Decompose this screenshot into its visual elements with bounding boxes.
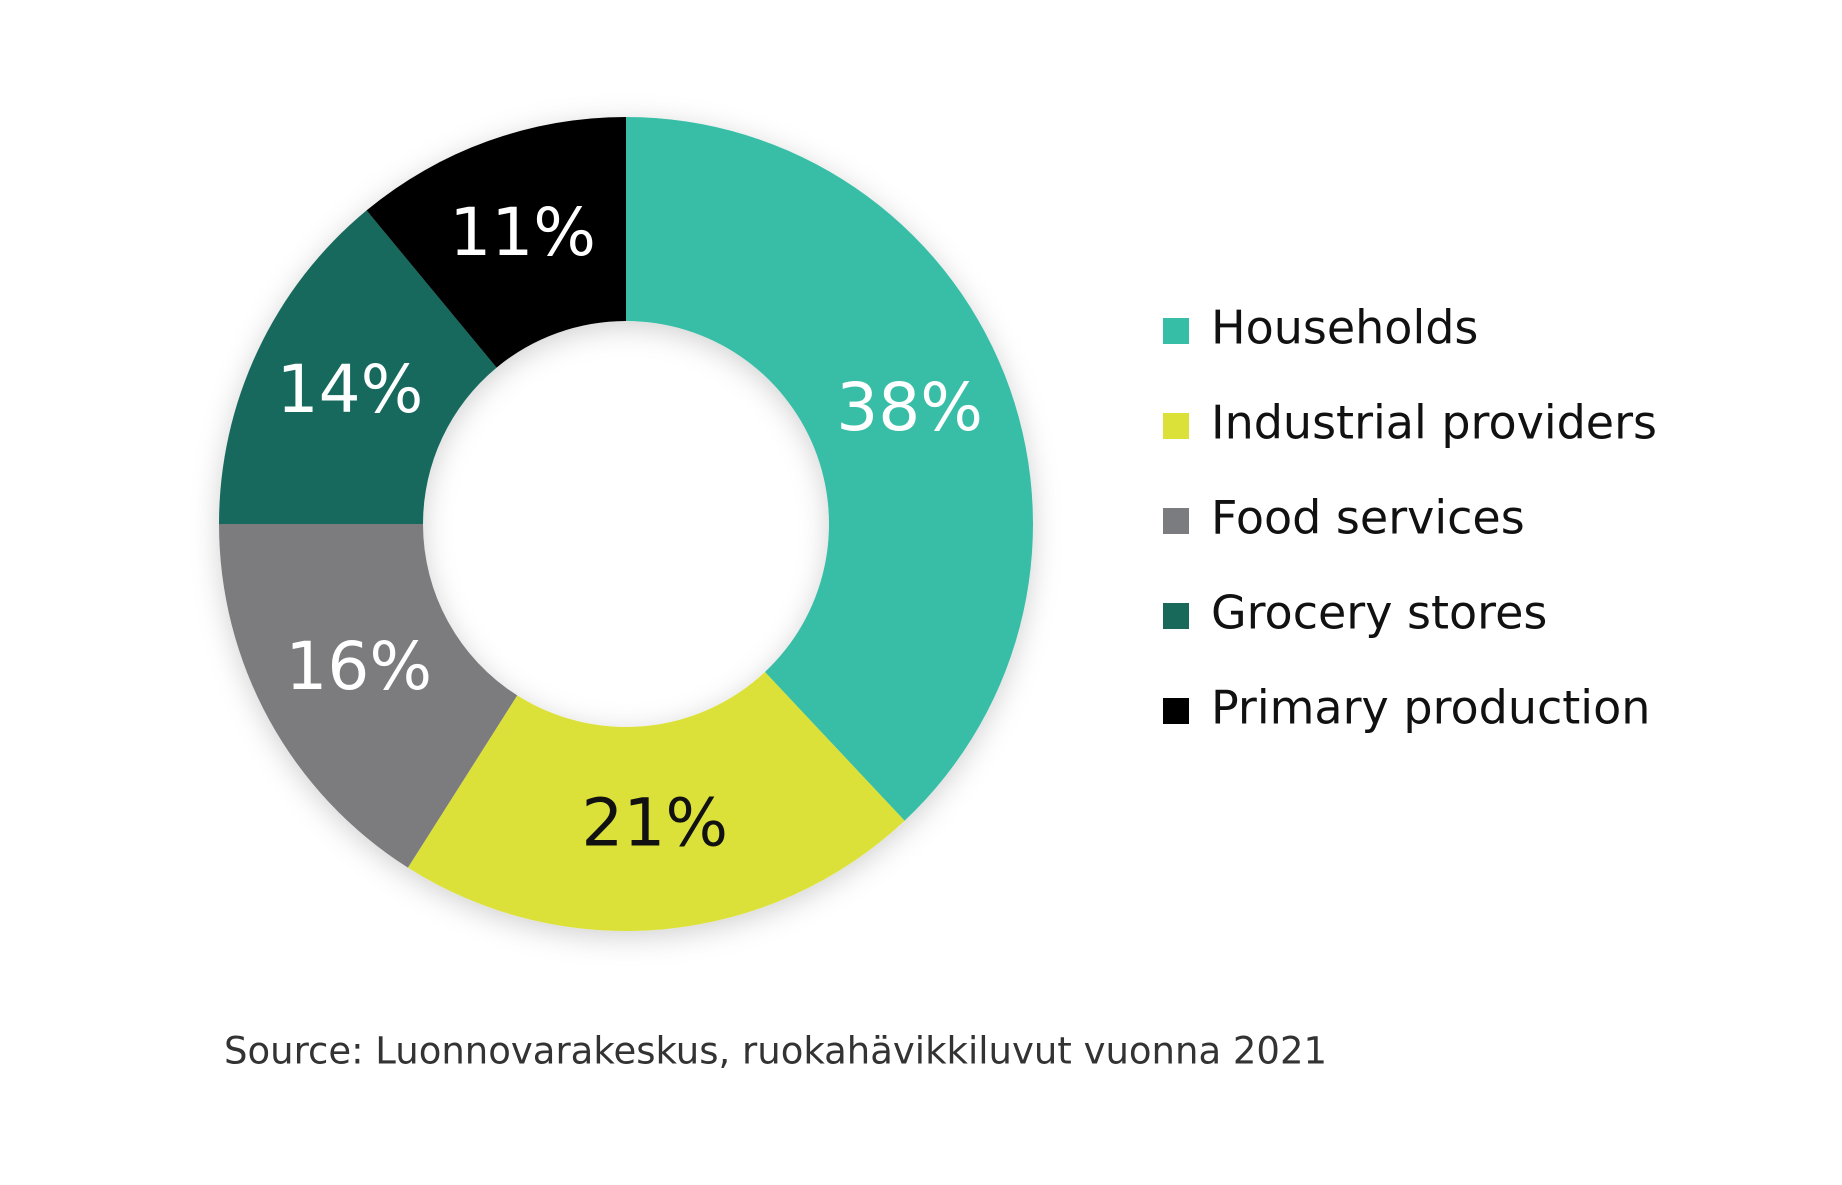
data-label: 14% <box>277 351 424 428</box>
source: Source: Luonnovarakeskus, ruokahävikkilu… <box>224 1030 1327 1073</box>
data-label: 38% <box>836 369 983 446</box>
legend-label: Food services <box>1211 491 1525 545</box>
legend-swatch <box>1163 508 1189 534</box>
data-label: 21% <box>581 785 728 862</box>
data-label: 16% <box>285 628 432 705</box>
legend-swatch <box>1163 318 1189 344</box>
data-label: 11% <box>449 194 596 271</box>
legend-label: Households <box>1211 301 1478 355</box>
donut-segment <box>219 524 518 868</box>
legend-label: Grocery stores <box>1211 586 1547 640</box>
legend-swatch <box>1163 698 1189 724</box>
donut-segment <box>626 117 1033 821</box>
legend-swatch <box>1163 413 1189 439</box>
donut-segment <box>407 671 905 932</box>
donut <box>219 117 1033 932</box>
legend-label: Industrial providers <box>1211 396 1657 450</box>
donut-segment <box>219 210 497 524</box>
legend-swatch <box>1163 603 1189 629</box>
legend-label: Primary production <box>1211 681 1650 735</box>
donut-segment <box>366 117 626 368</box>
